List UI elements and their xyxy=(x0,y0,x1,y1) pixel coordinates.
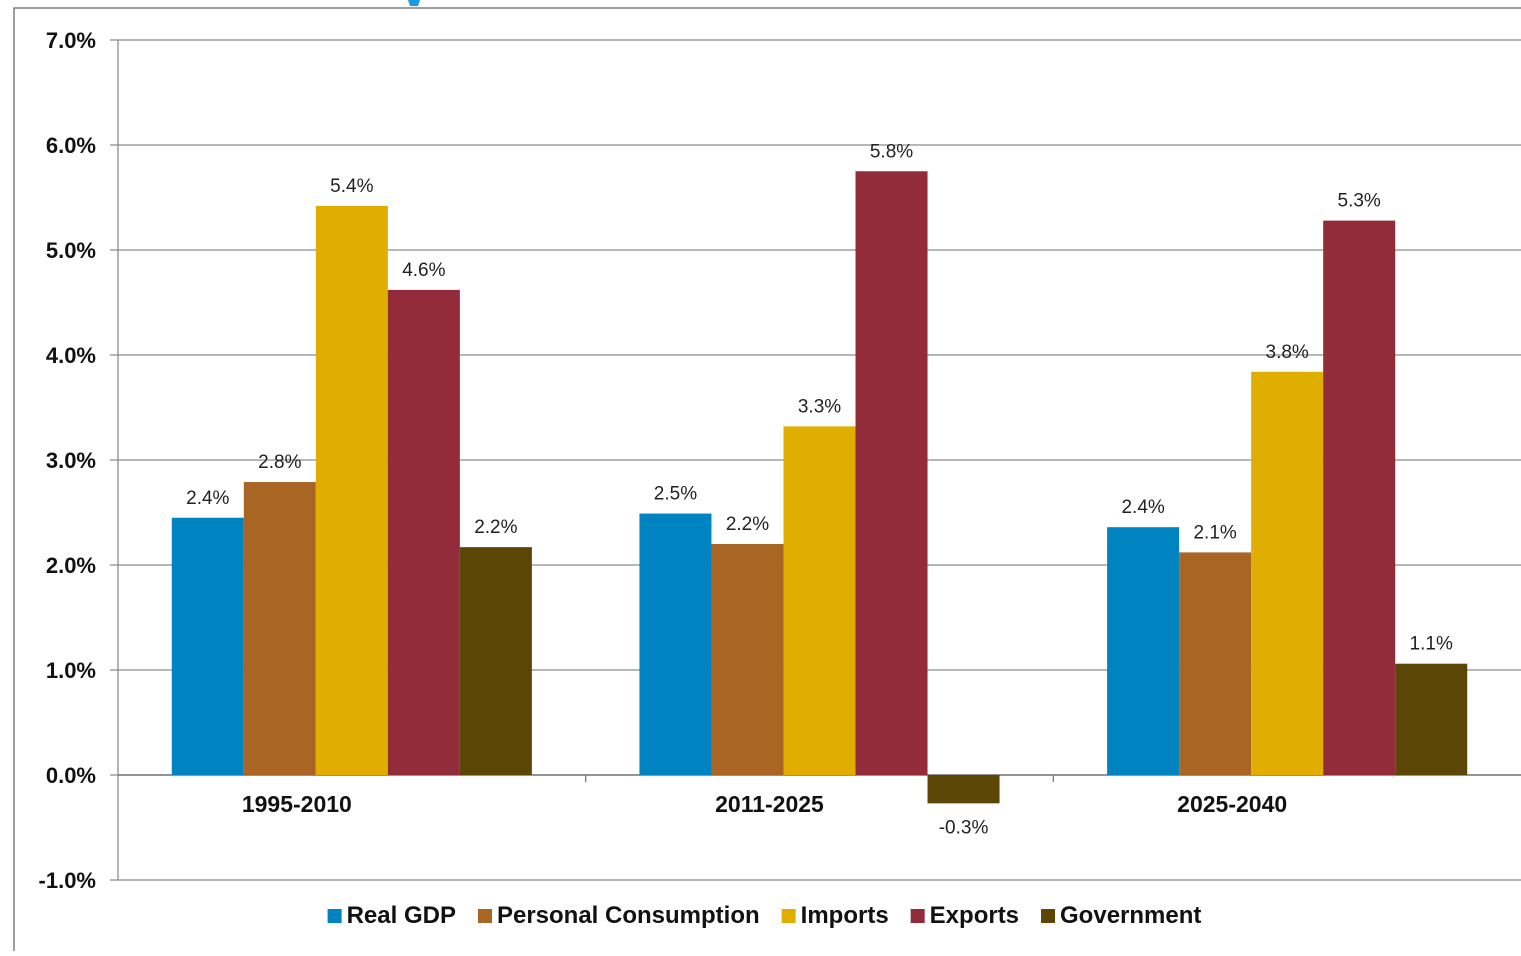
bar xyxy=(855,171,928,775)
data-label: 2.4% xyxy=(186,488,229,509)
legend-item: Real GDP xyxy=(327,902,456,929)
bar xyxy=(1395,663,1468,775)
y-axis-tick-labels: -1.0% 0.0% 1.0% 2.0% 3.0% 4.0% 5.0% 6.0% 7.0% xyxy=(39,28,96,893)
legend-swatch xyxy=(910,909,925,923)
data-labels: 2.4% 2.8% 5.4% 4.6% 2.2% 2.5% 2.2% 3.3% 5.8% -0.3… xyxy=(186,141,1453,838)
data-label: 4.6% xyxy=(402,260,445,281)
data-label: 3.3% xyxy=(798,396,841,417)
bar xyxy=(243,482,316,775)
bar xyxy=(639,513,712,775)
x-axis-category-labels: 1995-2010 2011-2025 2025-2040 xyxy=(242,791,1287,817)
bar xyxy=(711,544,784,775)
bar xyxy=(459,547,532,775)
legend-item: Government xyxy=(1041,902,1201,929)
legend-label: Personal Consumption xyxy=(497,902,760,929)
legend-label: Exports xyxy=(930,902,1019,929)
y-tick-label: 1.0% xyxy=(46,658,96,683)
y-tick-label: 6.0% xyxy=(46,133,96,158)
data-label: 2.4% xyxy=(1121,497,1164,518)
bar xyxy=(1179,552,1252,775)
bar xyxy=(1107,527,1180,775)
data-label: 5.4% xyxy=(330,176,373,197)
legend-label: Real GDP xyxy=(347,902,456,929)
bars xyxy=(171,171,1468,804)
legend-swatch xyxy=(477,909,492,923)
bar xyxy=(171,517,244,775)
x-category-label: 2025-2040 xyxy=(1177,791,1287,817)
data-label: 2.1% xyxy=(1193,522,1236,543)
legend-label: Imports xyxy=(801,902,889,929)
bar xyxy=(927,775,1000,804)
legend-label: Government xyxy=(1060,902,1201,929)
x-category-label: 2011-2025 xyxy=(715,791,824,817)
bar xyxy=(783,426,856,775)
legend-item: Personal Consumption xyxy=(477,902,760,929)
data-label: 2.2% xyxy=(726,514,769,535)
legend-swatch xyxy=(327,909,342,923)
y-tick-label: 7.0% xyxy=(46,28,96,53)
y-tick-label: 5.0% xyxy=(46,238,96,263)
data-label: 5.8% xyxy=(870,141,913,162)
bar xyxy=(1251,371,1324,775)
title-fragment xyxy=(408,0,420,6)
y-tick-label: 2.0% xyxy=(46,553,96,578)
data-label: 3.8% xyxy=(1266,342,1309,363)
data-label: 5.3% xyxy=(1338,191,1381,212)
y-tick-label: 4.0% xyxy=(46,343,96,368)
legend-swatch xyxy=(781,909,796,923)
y-tick-label: 3.0% xyxy=(46,448,96,473)
data-label: -0.3% xyxy=(939,817,989,838)
x-category-label: 1995-2010 xyxy=(242,791,352,817)
legend-item: Imports xyxy=(781,902,889,929)
y-tick-label: -1.0% xyxy=(39,868,96,893)
bar xyxy=(1323,220,1396,776)
legend-item: Exports xyxy=(910,902,1019,929)
outer-border xyxy=(13,7,1521,956)
legend: Real GDP Personal Consumption Imports Expor… xyxy=(327,902,1201,929)
bar xyxy=(387,289,460,775)
data-label: 1.1% xyxy=(1410,634,1453,655)
legend-swatch xyxy=(1041,909,1056,923)
bar xyxy=(315,205,388,775)
data-label: 2.5% xyxy=(654,484,697,505)
data-label: 2.2% xyxy=(474,517,517,538)
y-tick-label: 0.0% xyxy=(46,763,96,788)
data-label: 2.8% xyxy=(258,452,301,473)
